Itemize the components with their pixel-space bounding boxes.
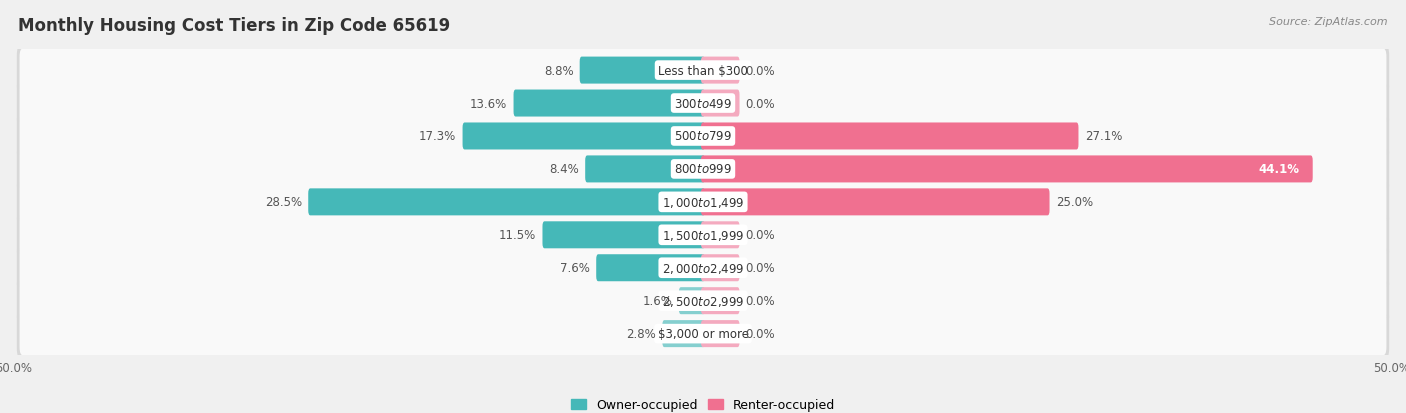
Text: $2,500 to $2,999: $2,500 to $2,999 <box>662 294 744 308</box>
FancyBboxPatch shape <box>579 57 704 84</box>
FancyBboxPatch shape <box>702 255 740 282</box>
FancyBboxPatch shape <box>20 148 1386 191</box>
Text: 0.0%: 0.0% <box>745 261 775 275</box>
FancyBboxPatch shape <box>20 214 1386 257</box>
Legend: Owner-occupied, Renter-occupied: Owner-occupied, Renter-occupied <box>567 393 839 413</box>
FancyBboxPatch shape <box>702 287 740 314</box>
Text: 0.0%: 0.0% <box>745 229 775 242</box>
FancyBboxPatch shape <box>20 312 1386 356</box>
FancyBboxPatch shape <box>17 309 1389 358</box>
FancyBboxPatch shape <box>17 243 1389 293</box>
FancyBboxPatch shape <box>702 90 740 117</box>
Text: 17.3%: 17.3% <box>419 130 457 143</box>
FancyBboxPatch shape <box>702 123 1078 150</box>
Text: 11.5%: 11.5% <box>499 229 536 242</box>
Text: 25.0%: 25.0% <box>1056 196 1092 209</box>
FancyBboxPatch shape <box>662 320 704 347</box>
Text: 0.0%: 0.0% <box>745 328 775 340</box>
FancyBboxPatch shape <box>17 276 1389 325</box>
Text: $300 to $499: $300 to $499 <box>673 97 733 110</box>
Text: 2.8%: 2.8% <box>627 328 657 340</box>
FancyBboxPatch shape <box>20 82 1386 126</box>
FancyBboxPatch shape <box>308 189 704 216</box>
FancyBboxPatch shape <box>17 79 1389 128</box>
Text: $1,500 to $1,999: $1,500 to $1,999 <box>662 228 744 242</box>
Text: 27.1%: 27.1% <box>1084 130 1122 143</box>
FancyBboxPatch shape <box>20 247 1386 290</box>
FancyBboxPatch shape <box>513 90 704 117</box>
Text: 8.8%: 8.8% <box>544 64 574 77</box>
FancyBboxPatch shape <box>17 112 1389 161</box>
Text: $3,000 or more: $3,000 or more <box>658 328 748 340</box>
Text: Source: ZipAtlas.com: Source: ZipAtlas.com <box>1270 17 1388 26</box>
FancyBboxPatch shape <box>596 255 704 282</box>
Text: 28.5%: 28.5% <box>264 196 302 209</box>
Text: 0.0%: 0.0% <box>745 294 775 307</box>
Text: 7.6%: 7.6% <box>560 261 591 275</box>
FancyBboxPatch shape <box>20 115 1386 158</box>
Text: $1,000 to $1,499: $1,000 to $1,499 <box>662 195 744 209</box>
FancyBboxPatch shape <box>702 189 1049 216</box>
Text: 1.6%: 1.6% <box>643 294 672 307</box>
Text: 13.6%: 13.6% <box>470 97 508 110</box>
FancyBboxPatch shape <box>585 156 704 183</box>
FancyBboxPatch shape <box>17 178 1389 227</box>
Text: $2,000 to $2,499: $2,000 to $2,499 <box>662 261 744 275</box>
FancyBboxPatch shape <box>20 279 1386 323</box>
FancyBboxPatch shape <box>702 320 740 347</box>
Text: $800 to $999: $800 to $999 <box>673 163 733 176</box>
FancyBboxPatch shape <box>20 180 1386 224</box>
FancyBboxPatch shape <box>17 46 1389 95</box>
FancyBboxPatch shape <box>702 222 740 249</box>
Text: Less than $300: Less than $300 <box>658 64 748 77</box>
FancyBboxPatch shape <box>702 156 1313 183</box>
FancyBboxPatch shape <box>463 123 704 150</box>
Text: 0.0%: 0.0% <box>745 97 775 110</box>
FancyBboxPatch shape <box>17 145 1389 194</box>
Text: Monthly Housing Cost Tiers in Zip Code 65619: Monthly Housing Cost Tiers in Zip Code 6… <box>18 17 450 34</box>
FancyBboxPatch shape <box>543 222 704 249</box>
FancyBboxPatch shape <box>679 287 704 314</box>
FancyBboxPatch shape <box>20 49 1386 93</box>
Text: 0.0%: 0.0% <box>745 64 775 77</box>
FancyBboxPatch shape <box>702 57 740 84</box>
Text: 8.4%: 8.4% <box>550 163 579 176</box>
Text: 44.1%: 44.1% <box>1258 163 1299 176</box>
Text: $500 to $799: $500 to $799 <box>673 130 733 143</box>
FancyBboxPatch shape <box>17 211 1389 260</box>
